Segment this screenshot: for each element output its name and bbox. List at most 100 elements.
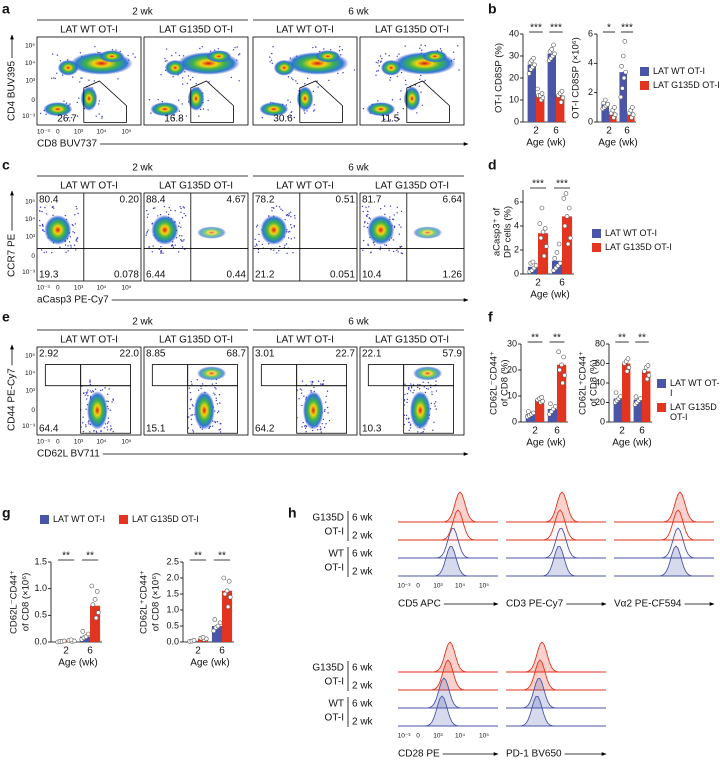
event-dot xyxy=(160,252,162,254)
event-dot xyxy=(108,388,110,390)
event-dot xyxy=(414,84,417,86)
density-blob xyxy=(206,50,232,63)
density-blob xyxy=(273,59,295,76)
event-dot xyxy=(42,229,44,231)
event-dot xyxy=(88,79,90,81)
gate-value: 4.67 xyxy=(227,195,247,206)
data-point xyxy=(553,404,558,409)
event-dot xyxy=(287,237,290,239)
gate-value: 22.7 xyxy=(336,349,356,360)
event-dot xyxy=(201,383,204,385)
event-dot xyxy=(89,379,91,381)
event-dot xyxy=(304,425,306,427)
event-dot xyxy=(52,207,55,209)
event-dot xyxy=(79,81,81,83)
x-tick-label: 10⁵ xyxy=(479,583,489,590)
event-dot xyxy=(420,74,422,77)
event-dot xyxy=(208,81,210,83)
legend-item: LAT G135D OT-I xyxy=(657,402,720,422)
event-dot xyxy=(293,215,296,217)
event-dot xyxy=(41,224,44,227)
data-point xyxy=(561,354,566,360)
event-dot xyxy=(207,109,209,111)
data-point xyxy=(537,221,543,226)
data-point xyxy=(221,575,227,581)
event-dot xyxy=(215,382,217,385)
event-dot xyxy=(408,386,410,389)
event-dot xyxy=(389,119,392,121)
histogram-trace xyxy=(506,528,606,559)
significance: *** xyxy=(532,179,544,190)
event-dot xyxy=(164,57,166,60)
density-blob xyxy=(409,391,431,430)
event-dot xyxy=(215,388,217,390)
event-dot xyxy=(186,82,189,85)
gate-value: 80.4 xyxy=(39,195,59,206)
event-dot xyxy=(192,405,194,407)
gate-value: 0.078 xyxy=(114,270,139,281)
panel-letter: e xyxy=(2,309,10,325)
event-dot xyxy=(409,427,412,429)
event-dot xyxy=(183,212,185,215)
legend-swatch xyxy=(592,229,601,238)
event-dot xyxy=(44,206,46,209)
y-axis-label: aCasp3⁺ of xyxy=(492,207,503,256)
event-dot xyxy=(404,45,406,47)
event-dot xyxy=(190,414,192,416)
event-dot xyxy=(289,211,292,213)
event-dot xyxy=(398,233,400,235)
event-dot xyxy=(369,218,372,220)
event-dot xyxy=(74,223,77,225)
event-dot xyxy=(378,65,380,67)
event-dot xyxy=(39,112,42,115)
data-point xyxy=(541,253,547,259)
event-dot xyxy=(302,421,304,424)
bar xyxy=(619,72,627,122)
event-dot xyxy=(101,115,103,118)
event-dot xyxy=(430,402,433,405)
x-tick-label: 6 xyxy=(87,646,93,657)
event-dot xyxy=(110,427,113,430)
event-dot xyxy=(61,74,64,76)
y-tick-label: 10³ xyxy=(26,78,36,85)
event-dot xyxy=(257,248,260,251)
event-dot xyxy=(106,429,109,431)
event-dot xyxy=(320,383,322,385)
x-tick-label: 6 xyxy=(624,126,630,137)
event-dot xyxy=(71,223,73,226)
event-dot xyxy=(50,77,53,79)
data-point xyxy=(85,631,91,637)
event-dot xyxy=(457,45,459,47)
gate xyxy=(187,385,238,434)
y-tick-label: 1.5 xyxy=(34,556,47,566)
event-dot xyxy=(88,423,90,425)
event-dot xyxy=(285,243,288,245)
density xyxy=(145,205,227,254)
density-blob xyxy=(260,215,288,245)
event-dot xyxy=(79,52,82,54)
legend-label: LAT G135D OT-I xyxy=(132,514,199,524)
event-dot xyxy=(431,391,433,393)
event-dot xyxy=(198,115,200,117)
significance: ** xyxy=(531,333,539,344)
data-point xyxy=(560,95,566,101)
bar xyxy=(536,95,545,122)
legend-label: LAT WT OT-I xyxy=(670,378,720,398)
event-dot xyxy=(384,213,386,216)
density-blob xyxy=(315,50,341,63)
group-label: 2 wk xyxy=(132,317,154,328)
event-dot xyxy=(283,246,285,249)
y-tick-label: 6 xyxy=(588,28,593,38)
y-tick-label: 6 xyxy=(514,196,519,206)
data-point xyxy=(557,367,562,373)
event-dot xyxy=(147,229,149,231)
week-label: 6 wk xyxy=(352,549,374,560)
event-dot xyxy=(92,390,95,393)
event-dot xyxy=(312,110,315,112)
data-point xyxy=(212,617,218,622)
significance: ** xyxy=(553,333,561,344)
legend-swatch xyxy=(657,403,666,412)
plot-title: LAT WT OT-I xyxy=(60,181,118,192)
group-label: OT-I xyxy=(325,713,344,724)
